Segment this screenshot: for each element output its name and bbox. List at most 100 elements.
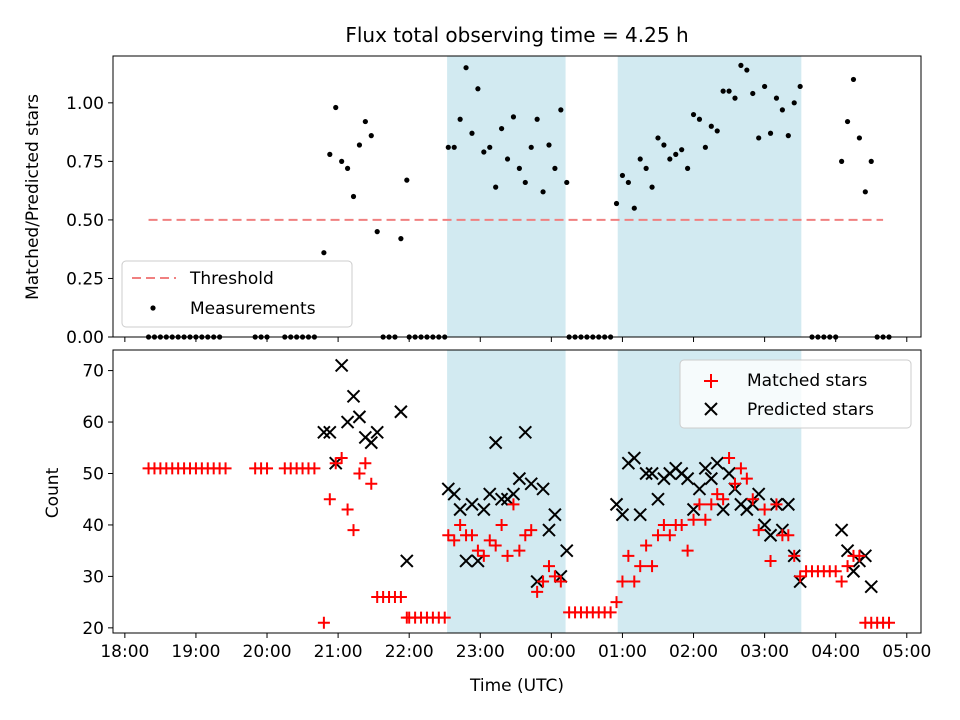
x-tick-label: 18:00 — [100, 642, 149, 662]
matched-point — [308, 462, 321, 475]
measurement-point — [714, 128, 720, 134]
measurement-point — [844, 118, 851, 125]
predicted-point — [548, 507, 562, 522]
bottom-panel: 18:00 19:00 20:00 21:00 22:00 23:00 00:00 01:00… — [43, 349, 931, 696]
predicted-point — [722, 466, 736, 481]
predicted-point — [757, 518, 772, 532]
measurement-point — [690, 111, 697, 118]
x-tick-label: 21:00 — [314, 642, 363, 662]
measurement-point — [510, 114, 517, 120]
measurement-point — [528, 144, 534, 150]
predicted-point — [840, 543, 855, 558]
y-tick-label: 40 — [82, 516, 104, 536]
matched-point — [675, 518, 688, 531]
predicted-points — [317, 358, 878, 594]
matched-point — [835, 575, 848, 588]
matched-point — [483, 534, 496, 547]
matched-point — [705, 498, 718, 511]
top-panel-axes: 0.00 0.25 0.50 0.75 1.00 — [66, 94, 908, 348]
matched-point — [501, 549, 514, 562]
matched-point — [723, 452, 736, 465]
measurement-point — [613, 200, 620, 207]
shaded-interval — [617, 56, 802, 337]
matched-point — [734, 462, 747, 475]
y-tick-label: 20 — [82, 619, 104, 639]
matched-point — [628, 575, 641, 588]
measurement-point — [744, 67, 750, 73]
predicted-point — [692, 482, 707, 496]
matched-point — [438, 611, 451, 624]
x-tick-label: 01:00 — [598, 642, 647, 662]
matched-point — [616, 575, 629, 588]
matched-point — [687, 513, 700, 526]
matched-point — [454, 518, 467, 531]
measurement-point — [339, 158, 345, 164]
predicted-point — [609, 497, 624, 512]
measurement-point — [762, 83, 768, 90]
matched-point — [657, 518, 670, 531]
matched-point — [465, 529, 478, 542]
matched-point — [442, 529, 455, 542]
measurement-point — [333, 104, 339, 111]
measurement-point — [504, 156, 511, 162]
measurement-point — [750, 90, 756, 97]
predicted-point — [751, 487, 766, 501]
measurement-point — [321, 250, 327, 256]
measurement-point — [732, 95, 738, 101]
matched-point — [883, 616, 896, 629]
y-tick-label: 0.75 — [66, 152, 104, 172]
matched-point — [329, 457, 342, 470]
matched-point — [610, 596, 623, 609]
measurement-point — [862, 189, 868, 195]
measurement-point — [661, 142, 667, 148]
measurement-point — [643, 165, 649, 171]
matched-point — [507, 498, 520, 511]
predicted-point — [542, 523, 556, 537]
bottom-legend: Matched stars Predicted stars — [679, 359, 912, 429]
matched-point — [341, 503, 354, 516]
matched-point — [554, 575, 567, 588]
matched-point — [394, 590, 407, 603]
matched-point — [448, 534, 461, 547]
bottom-panel-frame — [112, 349, 922, 634]
predicted-point — [506, 487, 521, 501]
matched-point — [477, 549, 490, 562]
measurement-point — [702, 144, 708, 150]
x-tick-label: 05:00 — [882, 642, 931, 662]
matched-point — [317, 616, 330, 629]
measurement-point — [673, 151, 679, 157]
matched-point — [531, 585, 544, 598]
x-axis-label: Time (UTC) — [469, 676, 564, 696]
predicted-point — [639, 466, 653, 481]
shaded-interval — [447, 56, 566, 337]
measurement-point — [522, 179, 528, 186]
y-tick-label: 30 — [82, 567, 104, 587]
predicted-point — [346, 389, 361, 404]
legend-matched-label: Matched stars — [747, 371, 867, 391]
predicted-point — [483, 487, 497, 501]
measurement-point — [679, 147, 685, 153]
measurement-point — [708, 123, 714, 129]
predicted-point — [536, 482, 550, 496]
matched-point — [219, 462, 232, 475]
matched-point — [622, 549, 635, 562]
top-panel-ylabel: Matched/Predicted stars — [23, 94, 43, 300]
predicted-point — [334, 358, 349, 373]
predicted-point — [834, 523, 849, 537]
legend-matched-swatch — [704, 374, 718, 388]
matched-point — [728, 477, 741, 490]
measurement-point — [469, 130, 475, 136]
predicted-point — [698, 461, 713, 476]
top-panel: 0.00 0.25 0.50 0.75 1.00 Matched/Predicted s… — [23, 55, 922, 348]
matched-point — [640, 539, 653, 552]
matched-point — [525, 524, 538, 537]
matched-point — [542, 560, 555, 573]
predicted-point — [352, 410, 367, 424]
matched-point — [489, 539, 502, 552]
shaded-interval — [447, 350, 566, 633]
measurement-point — [726, 88, 732, 94]
predicted-point — [680, 471, 695, 486]
predicted-point — [524, 477, 538, 491]
legend-threshold-label: Threshold — [189, 269, 274, 289]
